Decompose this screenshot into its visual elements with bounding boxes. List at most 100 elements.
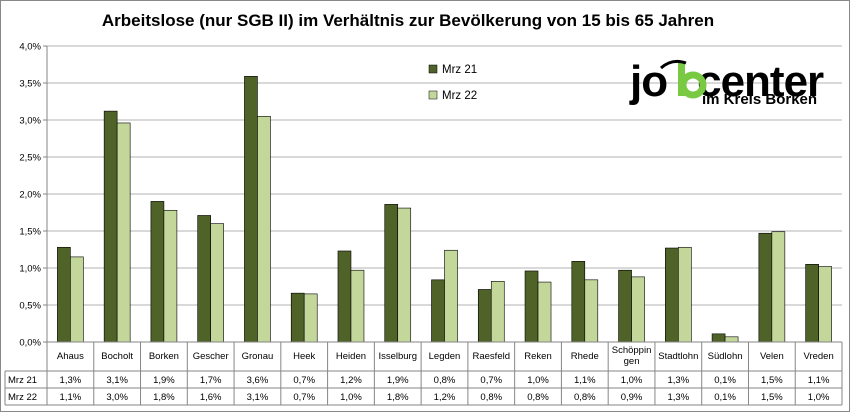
data-label: 1,0%: [340, 392, 362, 403]
bar-mrz22-16: [818, 266, 832, 343]
logo-b-glyph: [659, 59, 707, 99]
y-tick-label: 4,0%: [19, 42, 41, 53]
data-label: 1,9%: [387, 375, 409, 386]
x-tick-label: Isselburg: [378, 351, 417, 362]
data-label: 1,1%: [60, 392, 82, 403]
bar-mrz21-9: [477, 289, 492, 343]
data-label: 1,3%: [60, 375, 82, 386]
legend-swatch-mrz22: [428, 90, 438, 100]
bar-mrz21-16: [805, 263, 819, 343]
bar-mrz21-14: [711, 333, 726, 343]
logo-subtitle: im Kreis Borken: [702, 91, 817, 108]
bar-mrz22-0: [70, 256, 84, 343]
y-tick-label: 0,0%: [19, 338, 41, 349]
bar-mrz22-8: [444, 249, 458, 343]
bar-mrz21-13: [665, 247, 679, 343]
bar-mrz21-1: [103, 110, 118, 343]
legend-label-mrz21: Mrz 21: [442, 64, 477, 76]
bar-mrz22-11: [584, 279, 599, 343]
data-table: Ahaus Bocholt Borken Gescher Gronau Heek Heide…: [4, 342, 843, 406]
bar-mrz21-2: [150, 201, 165, 343]
data-label: 0,7%: [293, 392, 315, 403]
x-tick-label: Bocholt: [101, 351, 133, 362]
bar-mrz21-4: [244, 76, 258, 343]
legend-swatch-mrz21: [428, 64, 438, 74]
data-label: 0,7%: [293, 375, 315, 386]
legend: Mrz 21 Mrz 22: [428, 64, 477, 102]
logo-wordmark: jo center: [629, 57, 824, 106]
x-tick-label: Rhede: [571, 351, 599, 362]
y-tick-label: 3,0%: [19, 116, 41, 127]
bar-mrz22-6: [350, 269, 365, 343]
bars: [57, 76, 832, 343]
data-label: 1,6%: [200, 392, 222, 403]
axes: [46, 46, 842, 343]
bar-mrz22-13: [678, 246, 692, 343]
x-tick-label: Raesfeld: [473, 351, 511, 362]
bar-mrz22-9: [490, 281, 505, 343]
data-label: 1,5%: [761, 392, 783, 403]
data-label: 3,6%: [247, 375, 269, 386]
data-label: 0,9%: [621, 392, 643, 403]
bar-mrz21-6: [337, 250, 352, 343]
y-tick-label: 1,0%: [19, 264, 41, 275]
data-label: 1,5%: [761, 375, 783, 386]
legend-item-series-2: Mrz 22: [428, 90, 477, 102]
x-tick-label: Reken: [524, 351, 551, 362]
bar-mrz21-7: [384, 204, 399, 343]
bar-mrz22-15: [771, 231, 786, 343]
data-label: 1,3%: [667, 375, 689, 386]
data-label: 3,0%: [106, 392, 128, 403]
x-tick-label: Heiden: [336, 351, 366, 362]
data-label: 0,1%: [714, 375, 736, 386]
y-tick-label: 1,5%: [19, 227, 41, 238]
bar-mrz22-7: [397, 207, 412, 343]
data-label: 0,8%: [574, 392, 596, 403]
x-tick-label: Borken: [149, 351, 179, 362]
x-tick-label: Schöppin gen: [612, 345, 652, 367]
bar-mrz21-0: [57, 246, 71, 343]
bar-mrz22-2: [163, 209, 178, 343]
data-label: 1,0%: [808, 392, 830, 403]
y-axis-ticks: 0,0% 0,5% 1,0% 1,5% 2,0% 2,5% 3,0% 3,5% 4,0%: [19, 42, 47, 349]
bar-mrz21-3: [197, 215, 211, 343]
data-label: 3,1%: [106, 375, 128, 386]
data-label: 1,7%: [200, 375, 222, 386]
y-tick-label: 0,5%: [19, 301, 41, 312]
bar-mrz22-3: [210, 223, 224, 343]
bar-mrz22-10: [537, 281, 552, 343]
data-label: 1,8%: [153, 392, 175, 403]
x-tick-label: Velen: [760, 351, 784, 362]
chart-title: Arbeitslose (nur SGB II) im Verhältnis z…: [102, 11, 714, 30]
bar-mrz22-5: [303, 293, 318, 343]
data-label: 1,1%: [808, 375, 830, 386]
x-tick-label: Legden: [429, 351, 461, 362]
y-tick-label: 2,5%: [19, 153, 41, 164]
legend-label-mrz22: Mrz 22: [442, 90, 477, 102]
x-tick-label: Gronau: [242, 351, 274, 362]
x-tick-label: Stadtlohn: [658, 351, 698, 362]
data-label: 3,1%: [247, 392, 269, 403]
x-tick-label: Vreden: [803, 351, 833, 362]
data-label: 0,7%: [480, 375, 502, 386]
data-label: 1,1%: [574, 375, 596, 386]
jobcenter-logo: jo center im Kreis Borken: [629, 57, 825, 108]
data-label: 0,8%: [527, 392, 549, 403]
bar-mrz21-12: [618, 269, 632, 343]
data-label: 0,1%: [714, 392, 736, 403]
table-series-label: Mrz 21: [8, 375, 37, 386]
bar-mrz22-14: [724, 336, 739, 343]
data-label: 1,3%: [667, 392, 689, 403]
gridlines: [47, 45, 842, 306]
bar-mrz21-15: [758, 232, 773, 343]
data-label: 1,9%: [153, 375, 175, 386]
data-label: 1,8%: [387, 392, 409, 403]
x-tick-label: Südlohn: [708, 351, 743, 362]
data-label: 0,8%: [480, 392, 502, 403]
x-tick-label: Heek: [293, 351, 315, 362]
x-tick-label: Gescher: [193, 351, 229, 362]
bar-mrz22-12: [631, 276, 645, 343]
data-label: 1,0%: [527, 375, 549, 386]
y-tick-label: 3,5%: [19, 79, 41, 90]
